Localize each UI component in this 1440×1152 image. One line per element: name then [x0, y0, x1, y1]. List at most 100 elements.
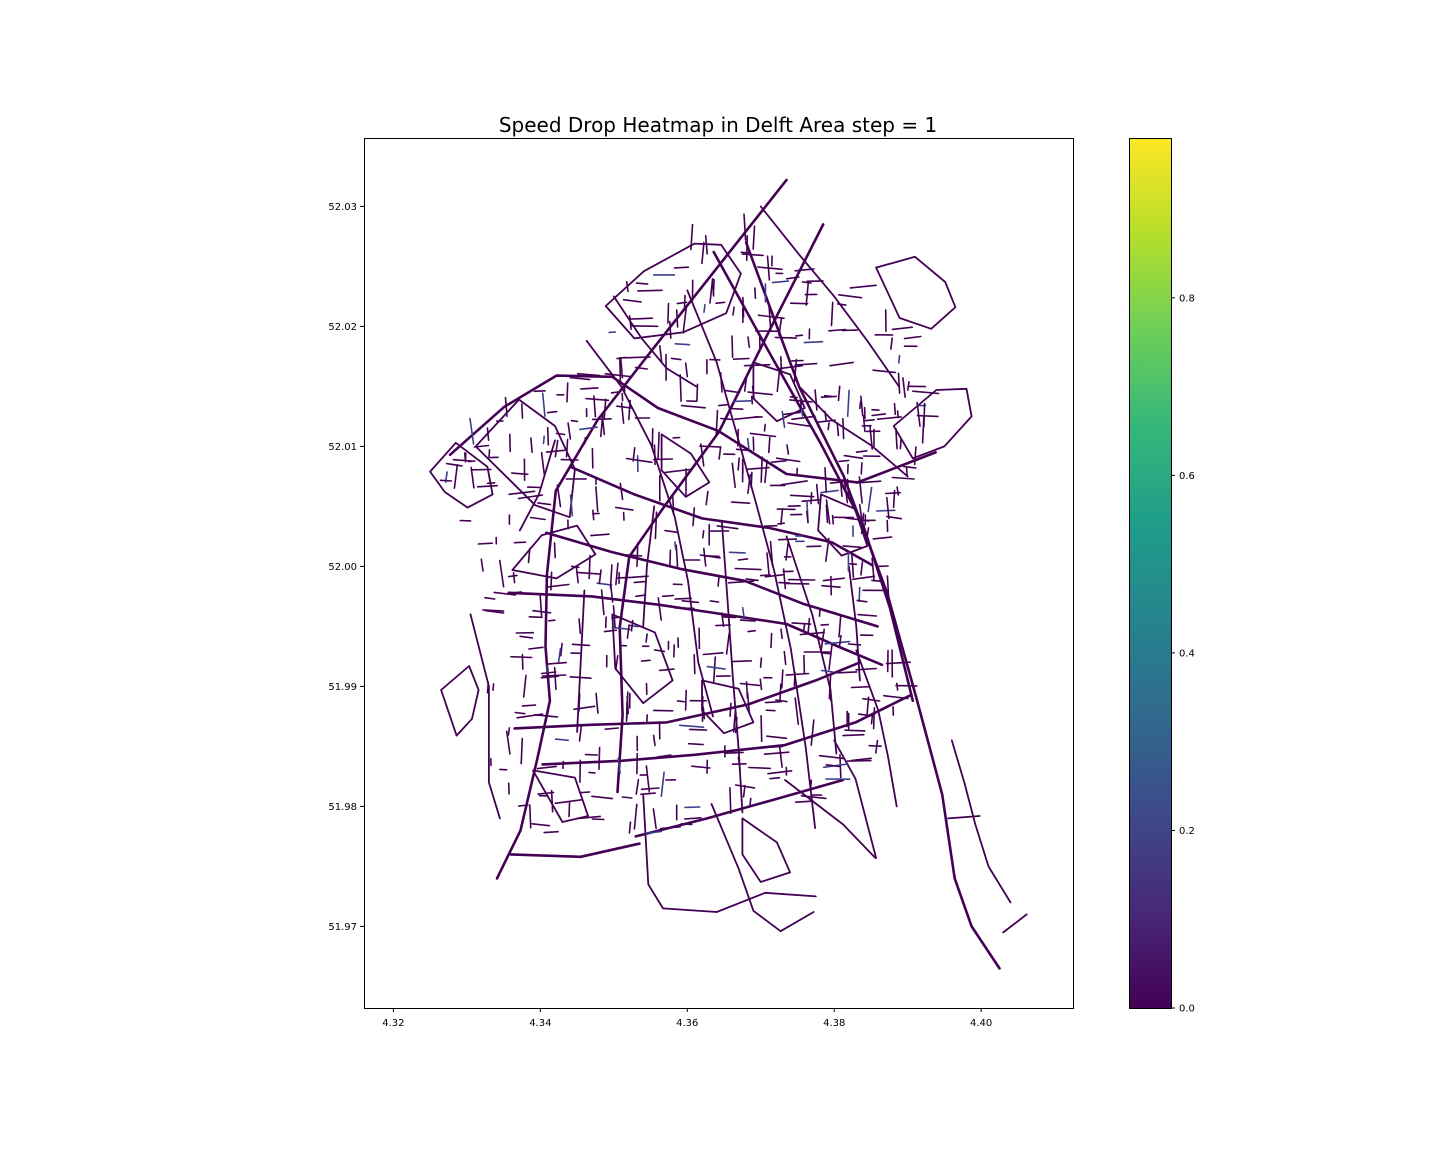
street-segment [737, 558, 749, 561]
street-segment [895, 427, 898, 450]
street-segment [838, 459, 850, 463]
street-segment [569, 376, 591, 381]
road-segment [509, 842, 641, 859]
street-segment [745, 235, 749, 262]
street-segment [439, 479, 453, 482]
street-segment [820, 489, 839, 494]
street-segment [725, 632, 731, 655]
y-tick-label: 51.99 [328, 682, 357, 693]
street-segment [626, 624, 630, 639]
street-segment [779, 683, 782, 702]
street-segment [540, 675, 560, 679]
street-segment [770, 459, 787, 464]
street-segment [851, 757, 873, 762]
street-segment [507, 727, 511, 736]
street-segment [732, 306, 735, 316]
street-segment [542, 435, 546, 445]
street-segment [893, 402, 897, 416]
street-segment [802, 623, 806, 631]
street-segment [871, 579, 882, 583]
street-segment [810, 491, 813, 505]
street-segment [851, 554, 855, 579]
street-segment [619, 482, 624, 501]
street-segment [882, 694, 909, 700]
street-segment [891, 326, 914, 331]
street-segment [615, 562, 619, 586]
street-segment [553, 666, 557, 691]
street-segment [706, 665, 726, 670]
street-segment [731, 335, 734, 359]
road-segment [710, 803, 815, 933]
street-segment [739, 682, 761, 687]
street-segment [789, 302, 809, 305]
street-segment [847, 643, 862, 646]
street-segment [598, 569, 602, 585]
street-segment [679, 374, 682, 403]
street-segment [865, 527, 870, 544]
street-segment [843, 454, 864, 460]
street-segment [745, 578, 759, 582]
street-segment [629, 317, 654, 320]
street-segment [493, 591, 517, 596]
street-segment [752, 225, 756, 250]
street-segment [858, 400, 862, 410]
street-segment [610, 391, 619, 394]
street-segment [825, 499, 831, 525]
street-segment [633, 803, 638, 830]
street-segment [771, 280, 790, 284]
street-segment [452, 458, 473, 462]
street-segment [540, 451, 546, 476]
street-segment [839, 480, 843, 498]
road-segment [855, 649, 898, 808]
street-segment [911, 390, 940, 395]
street-segment [611, 616, 623, 619]
street-segment [604, 727, 620, 731]
street-segment [486, 427, 490, 442]
street-segment [520, 403, 524, 419]
street-segment [547, 619, 556, 622]
y-tick-label: 52.00 [328, 562, 357, 573]
street-segment [570, 565, 580, 569]
street-segment [789, 395, 798, 399]
street-segment [872, 706, 876, 730]
road-segment [495, 178, 788, 880]
street-segment [676, 700, 686, 703]
street-segment [769, 776, 781, 780]
street-segment [712, 656, 717, 685]
street-segment [746, 437, 750, 451]
street-segment [746, 692, 751, 715]
street-segment [829, 361, 855, 367]
street-segment [508, 490, 536, 496]
road-segment [585, 339, 714, 718]
street-segment [609, 564, 613, 589]
street-segment [858, 503, 863, 523]
street-segment [592, 509, 595, 521]
street-segment [849, 284, 877, 289]
street-segment [732, 710, 737, 733]
street-segment [664, 529, 679, 534]
street-segment [583, 436, 587, 445]
street-segment [702, 547, 707, 567]
street-segment [522, 674, 527, 698]
street-segment [837, 385, 841, 402]
street-segment [857, 713, 874, 717]
street-segment [801, 281, 812, 284]
street-segment [709, 277, 714, 304]
street-segment [756, 266, 783, 271]
street-segment [445, 462, 463, 467]
street-segment [720, 612, 725, 628]
street-segment [722, 616, 737, 619]
street-segment [759, 678, 763, 691]
street-segment [760, 714, 763, 743]
street-segment [855, 667, 878, 671]
street-segment [766, 552, 771, 578]
street-segment [602, 420, 606, 436]
street-segment [867, 486, 873, 513]
street-segment [846, 759, 872, 762]
street-segment [747, 473, 752, 495]
street-segment [604, 372, 631, 378]
street-segment [730, 501, 751, 505]
street-segment [484, 596, 496, 600]
street-segment [868, 744, 882, 748]
street-segment [757, 314, 785, 320]
